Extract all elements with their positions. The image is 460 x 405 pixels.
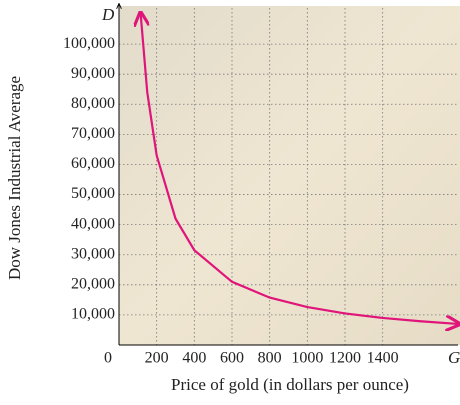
y-tick-label: 40,000 [71,215,115,232]
x-tick-label: 800 [258,350,282,367]
plot-background [119,6,460,345]
curve [141,14,458,324]
y-tick-label: 80,000 [71,95,115,112]
y-tick-label: 60,000 [71,155,115,172]
y-tick-label: 20,000 [71,275,115,292]
x-tick-label: 600 [220,350,244,367]
x-tick-label: 1000 [291,350,323,367]
y-tick-label: 30,000 [71,245,115,262]
y-tick-label: 70,000 [71,125,115,142]
y-axis-title: Dow Jones Industrial Average [5,76,24,280]
y-tick-label: 90,000 [71,65,115,82]
x-tick-label: 200 [145,350,169,367]
y-tick-label: 100,000 [63,35,115,52]
x-tick-label: 1200 [329,350,361,367]
x-tick-label: 0 [104,350,112,367]
x-tick-label: 1400 [367,350,399,367]
y-tick-label: 10,000 [71,306,115,323]
x-axis-title: Price of gold (in dollars per ounce) [171,375,409,394]
y-axis-symbol: D [101,5,115,24]
x-axis-symbol: G [448,348,460,367]
x-tick-label: 400 [182,350,206,367]
y-tick-label: 50,000 [71,185,115,202]
